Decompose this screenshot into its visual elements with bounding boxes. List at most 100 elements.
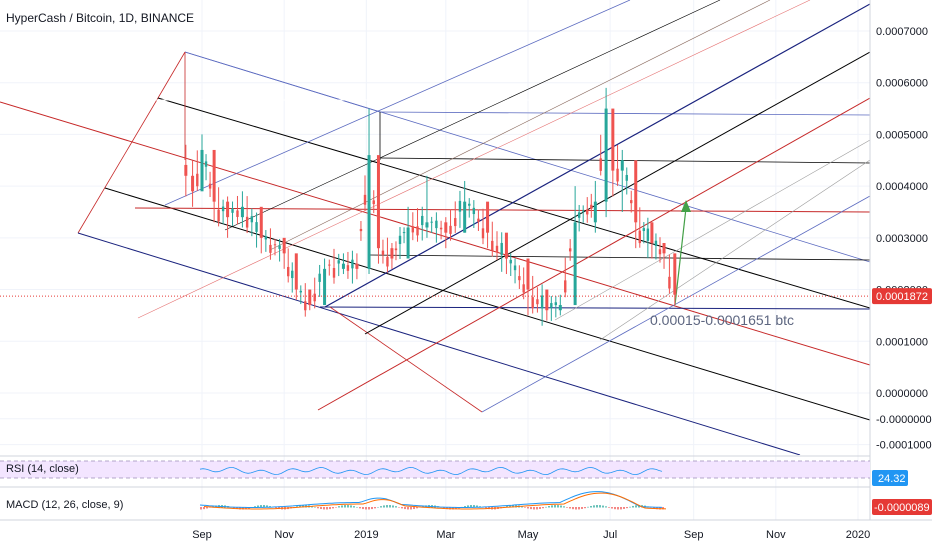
candle-body [634, 160, 638, 223]
macd-hist-bar [632, 505, 634, 508]
candle-body [376, 155, 380, 249]
candle-body [573, 222, 577, 306]
candle-body [468, 203, 471, 206]
macd-hist-bar [341, 505, 343, 508]
candle-body [668, 276, 671, 289]
macd-hist-bar [473, 505, 475, 508]
candle-body [638, 230, 641, 244]
macd-hist-bar [575, 507, 577, 510]
macd-hist-bar [617, 507, 619, 510]
pitchfork-blue-lower[interactable] [77, 232, 801, 455]
pitchfork-red-parallel[interactable] [317, 97, 870, 411]
macd-hist-bar [590, 505, 592, 508]
macd-hist-bar [356, 506, 358, 508]
target-range-annotation[interactable]: 0.00015-0.0001651 btc [650, 312, 794, 328]
pitchfork-violet-parallel[interactable] [164, 0, 631, 206]
candle-body [554, 302, 558, 306]
macd-hist-bar [350, 505, 352, 508]
macd-hist-bar [347, 505, 349, 508]
pitchfork-violet-parallel[interactable] [481, 195, 870, 413]
price-tick-labels: 0.0007000 0.0006000 0.0005000 0.0004000 0.00… [876, 26, 932, 452]
candle-body [402, 232, 406, 234]
candle-body [304, 301, 307, 311]
macd-hist-bar [566, 507, 568, 508]
candle-body [540, 295, 544, 309]
candle-body [351, 259, 354, 269]
candle-body [328, 264, 331, 266]
horizontal-resistance[interactable] [134, 207, 870, 213]
pitchfork-blue-median[interactable] [324, 3, 870, 308]
candle-body [341, 263, 345, 269]
candle-body [463, 201, 467, 233]
macd-hist-bar [236, 507, 238, 509]
pitchfork-red-handle[interactable] [157, 51, 186, 99]
candle-body [367, 155, 371, 269]
chart-title: HyperCash / Bitcoin, 1D, BINANCE [6, 11, 194, 25]
rsi-pane[interactable]: RSI (14, close) 24.32 [0, 460, 908, 486]
candle-body [313, 293, 316, 302]
macd-hist-bar [404, 507, 406, 510]
macd-hist-bar [338, 506, 340, 508]
pitchfork-red-parallel[interactable] [137, 0, 811, 319]
pitchfork-red-median[interactable] [0, 101, 870, 366]
pitchfork-black-parallel[interactable] [364, 51, 870, 335]
candle-body [604, 108, 608, 202]
pitchfork-drawings[interactable] [0, 0, 870, 455]
macd-hist-bar [368, 507, 370, 510]
candle-body [273, 244, 277, 246]
candle-body [323, 268, 327, 306]
macd-hist-bar [593, 505, 595, 508]
pitchfork-red-handle[interactable] [77, 97, 159, 234]
candle-body [372, 200, 375, 205]
target-arrow[interactable] [674, 207, 687, 306]
macd-hist-bar [620, 507, 622, 510]
macd-hist-bar [386, 505, 388, 508]
pitchfork-violet-upper[interactable] [184, 51, 870, 263]
pitchfork-gray-parallel[interactable] [599, 159, 870, 341]
macd-hist-bar [485, 507, 487, 509]
candle-body [363, 194, 367, 205]
macd-hist-bar [587, 506, 589, 508]
candle-body [593, 201, 597, 223]
horizontal-line[interactable] [369, 254, 870, 261]
candle-body [439, 227, 443, 230]
pitchfork-gray-parallel[interactable] [224, 0, 721, 231]
candle-body [255, 222, 258, 232]
candle-body [236, 210, 239, 217]
macd-hist-bar [374, 507, 376, 509]
pitchfork-violet-edge[interactable] [379, 111, 870, 116]
pitchfork-gray-parallel[interactable] [554, 139, 870, 321]
candle-body [269, 244, 272, 253]
candle-body [299, 290, 302, 293]
horizontal-line[interactable] [379, 157, 870, 164]
macd-hist-bar [263, 505, 265, 508]
horizontal-support[interactable] [319, 306, 870, 310]
candle-body [337, 260, 340, 264]
macd-hist-bar [584, 507, 586, 509]
candle-body [586, 209, 589, 215]
time-axis[interactable]: Sep Nov 2019 Mar May Jul Sep Nov 2020 [192, 529, 870, 541]
candle-body [495, 245, 499, 253]
candle-body [599, 158, 602, 171]
macd-hist-bar [569, 507, 571, 509]
macd-hist-bar [296, 506, 298, 508]
pitchfork-red-handle[interactable] [329, 306, 483, 413]
macd-hist-bar [365, 507, 367, 510]
macd-hist-bar [320, 507, 322, 510]
pitchfork-black-upper[interactable] [157, 97, 870, 309]
macd-hist-bar [629, 506, 631, 508]
pitchfork-gray-parallel[interactable] [269, 0, 771, 251]
rsi-band [0, 461, 870, 478]
macd-hist-bar [299, 505, 301, 508]
macd-hist-bar [407, 507, 409, 510]
rsi-line [199, 466, 663, 476]
macd-hist-bar [389, 505, 391, 508]
macd-pane[interactable]: MACD (12, 26, close, 9) -0.0000089 [6, 491, 932, 515]
candle-body [390, 248, 394, 259]
candle-body [444, 222, 448, 233]
candle-body [577, 212, 581, 218]
macd-hist-bar [353, 506, 355, 508]
candle-body [435, 220, 438, 229]
candle-body [458, 200, 462, 212]
